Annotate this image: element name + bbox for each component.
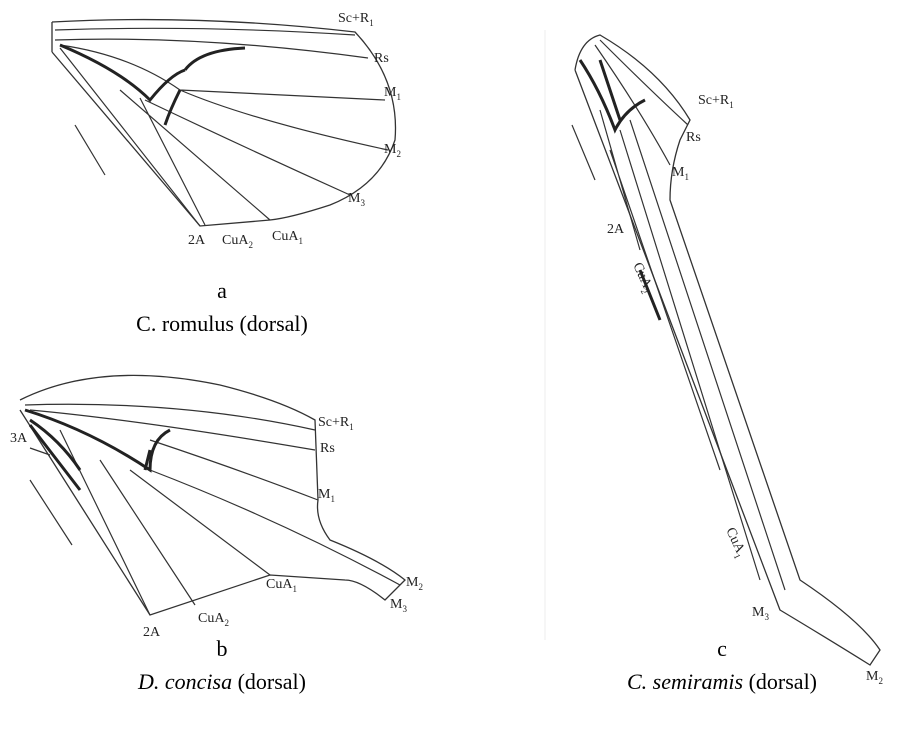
wing-a <box>52 20 396 226</box>
text-part: 3 <box>402 604 407 614</box>
text-part: C. romulus <box>136 311 234 336</box>
text-part: CuA <box>266 577 293 592</box>
text-part: Sc+R <box>318 415 350 430</box>
vein-label: Rs <box>320 441 335 456</box>
wing-c <box>545 30 880 665</box>
vein-label: Rs <box>374 51 389 66</box>
vein-label: 2A <box>607 222 625 237</box>
text-part: 1 <box>396 92 401 102</box>
text-part: 2 <box>396 149 401 159</box>
figure: Sc+R1 Rs M1 M2 M3 2A CuA2 CuA1 a C. romu… <box>0 0 898 733</box>
text-part: 3 <box>360 198 365 208</box>
text-part: M <box>752 605 765 620</box>
text-part: 2A <box>607 222 625 237</box>
text-part: CuA <box>629 260 654 291</box>
vein-label: M1 <box>384 85 401 102</box>
vein-label: Sc+R1 <box>338 11 374 28</box>
vein-label: M2 <box>384 142 401 159</box>
text-part: Rs <box>320 441 335 456</box>
text-part: M <box>866 669 879 684</box>
text-part: 2 <box>878 676 883 686</box>
text-part: 1 <box>292 584 297 594</box>
panel-letter: c <box>717 636 727 661</box>
vein-label: CuA2 <box>198 611 229 628</box>
panel-letter: a <box>217 278 227 303</box>
text-part: M <box>406 575 419 590</box>
caption: D. concisa (dorsal) <box>137 669 306 694</box>
text-part: M <box>672 165 685 180</box>
text-part: 1 <box>330 494 335 504</box>
vein-label: Sc+R1 <box>318 415 354 432</box>
text-part: Rs <box>374 51 389 66</box>
text-part: 3A <box>10 431 28 446</box>
text-part: 2A <box>188 233 206 248</box>
vein-label: Sc+R1 <box>698 93 734 110</box>
vein-label: 3A <box>10 431 28 446</box>
text-part: 3 <box>764 612 769 622</box>
text-part: (dorsal) <box>238 669 306 694</box>
text-part: D. concisa <box>137 669 232 694</box>
text-part: (dorsal) <box>239 311 307 336</box>
text-part: M <box>384 142 397 157</box>
vein-label: CuA1 <box>272 229 303 246</box>
vein-label: M2 <box>406 575 423 592</box>
text-part: CuA <box>722 525 747 556</box>
vein-label: M3 <box>390 597 407 614</box>
vein-label: M2 <box>866 669 883 686</box>
text-part: 2 <box>248 240 253 250</box>
vein-label: CuA2 <box>628 260 656 295</box>
text-part: CuA <box>272 229 299 244</box>
vein-label: M3 <box>752 605 769 622</box>
vein-label: M1 <box>318 487 335 504</box>
vein-label: M1 <box>672 165 689 182</box>
text-part: 2 <box>418 582 423 592</box>
text-part: 2 <box>224 618 229 628</box>
panel-letter: b <box>217 636 228 661</box>
text-part: CuA <box>222 233 249 248</box>
text-part: 1 <box>369 18 374 28</box>
text-part: Sc+R <box>698 93 730 108</box>
text-part: CuA <box>198 611 225 626</box>
text-part: M <box>348 191 361 206</box>
text-part: 1 <box>349 422 354 432</box>
text-part: 2A <box>143 625 161 640</box>
text-part: M <box>390 597 403 612</box>
text-part: M <box>384 85 397 100</box>
text-part: M <box>318 487 331 502</box>
text-part: 1 <box>729 100 734 110</box>
text-part: 1 <box>298 236 303 246</box>
vein-label: 2A <box>143 625 161 640</box>
text-part: 1 <box>684 172 689 182</box>
text-part: Rs <box>686 130 701 145</box>
caption: C. semiramis (dorsal) <box>627 669 817 694</box>
vein-label: 2A <box>188 233 206 248</box>
caption: C. romulus (dorsal) <box>136 311 308 336</box>
text-part: Sc+R <box>338 11 370 26</box>
vein-label: CuA2 <box>222 233 253 250</box>
vein-label: CuA1 <box>266 577 297 594</box>
text-part: C. semiramis <box>627 669 743 694</box>
vein-label: Rs <box>686 130 701 145</box>
wing-b <box>20 375 405 615</box>
vein-label: M3 <box>348 191 365 208</box>
text-part: (dorsal) <box>749 669 817 694</box>
